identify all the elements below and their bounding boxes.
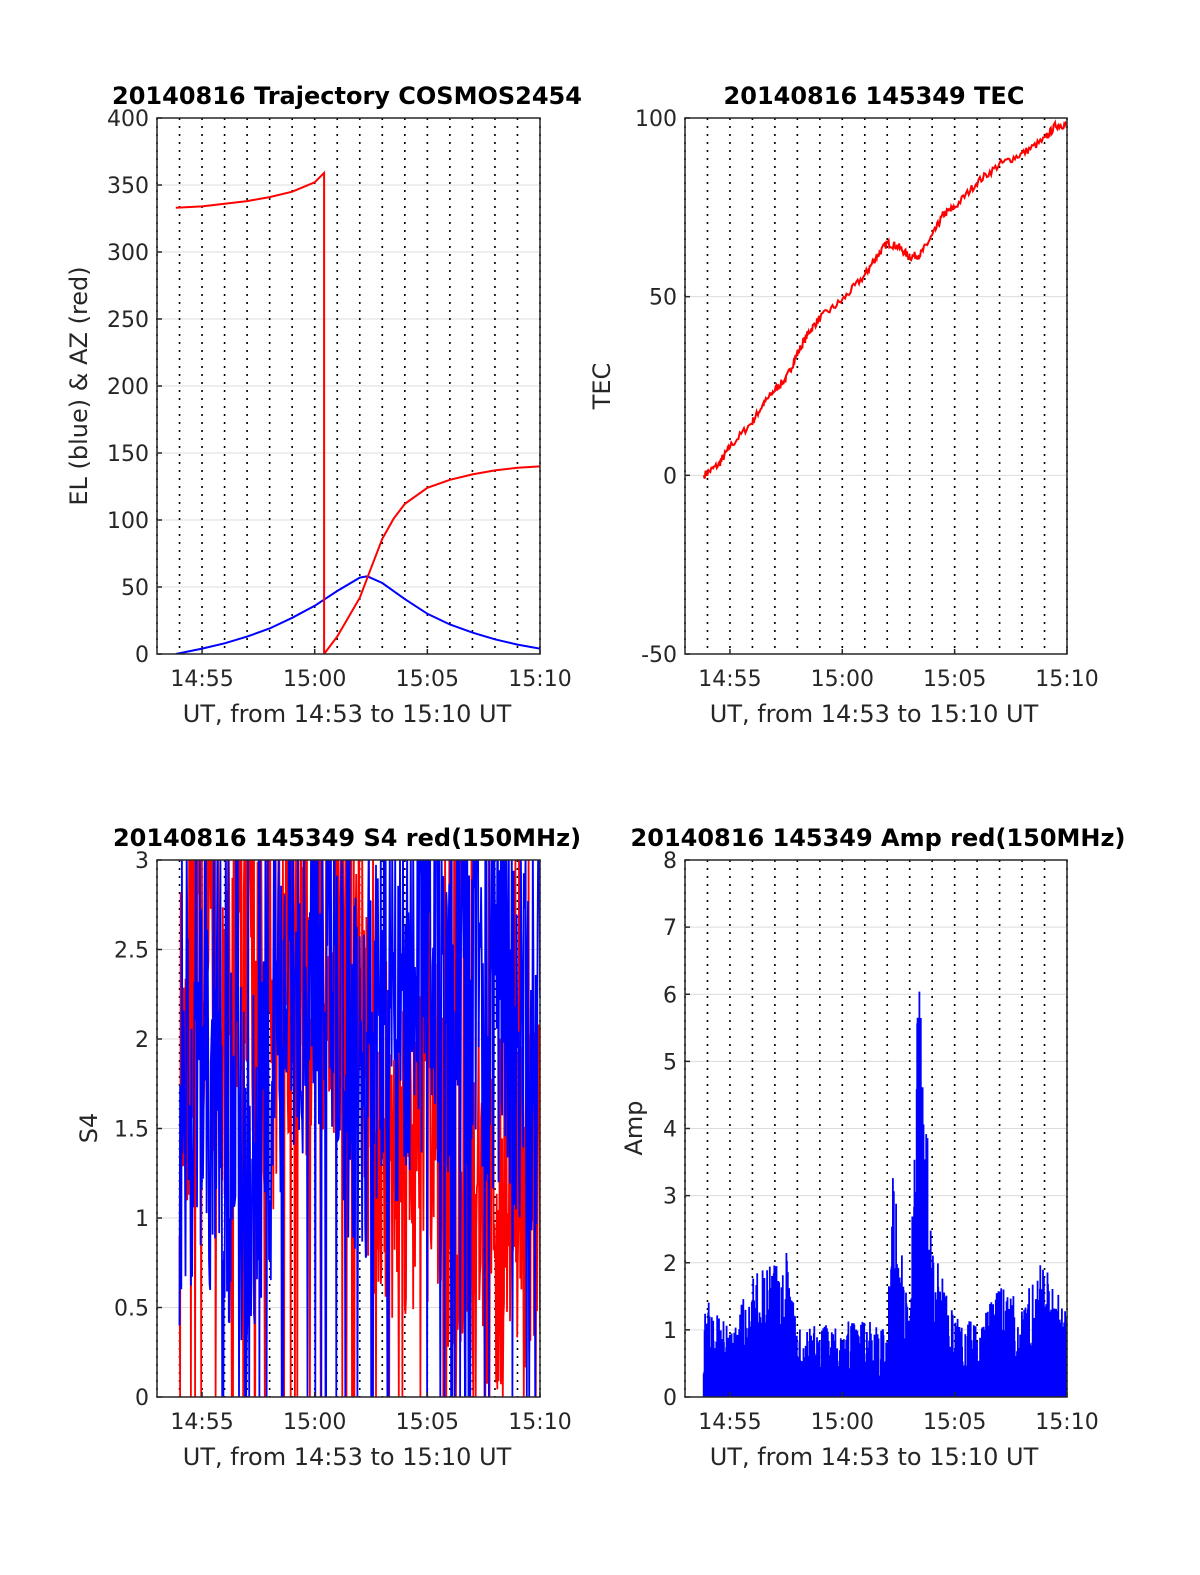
tec-panel: 20140816 145349 TEC UT, from 14:53 to 15… [588,82,1099,728]
x-tick-label: 14:55 [698,1410,761,1435]
series-line [178,860,540,1397]
amp-panel: 20140816 145349 Amp red(150MHz) UT, from… [620,824,1125,1471]
x-axis-label: UT, from 14:53 to 15:10 UT [183,1443,512,1471]
y-tick-label: 3 [135,849,149,874]
y-tick-label: 1 [135,1207,149,1232]
s4-panel: 20140816 145349 S4 red(150MHz) UT, from … [75,824,581,1471]
axes-box [684,117,1068,655]
y-tick-label: 50 [121,576,149,601]
x-tick-label: 15:05 [396,1410,459,1435]
series-line [175,170,540,654]
y-tick-label: 200 [107,375,149,400]
series-line [175,575,540,654]
y-tick-label: 0 [663,1386,677,1411]
y-tick-label: 7 [663,916,677,941]
x-tick-label: 14:55 [170,1410,233,1435]
x-tick-label: 14:55 [698,667,761,692]
y-tick-label: 5 [663,1050,677,1075]
chart-title: 20140816 145349 S4 red(150MHz) [113,824,581,852]
y-tick-label: 300 [107,241,149,266]
y-tick-label: 0 [135,1386,149,1411]
y-tick-label: 100 [107,509,149,534]
y-tick-label: 250 [107,308,149,333]
plot-area [178,860,540,1397]
chart-title: 20140816 145349 Amp red(150MHz) [631,824,1126,852]
x-tick-label: 15:05 [923,1410,986,1435]
x-tick-label: 14:55 [170,667,233,692]
series-line [702,119,1067,479]
y-tick-label: -50 [641,643,677,668]
y-axis-label: TEC [588,363,616,411]
x-axis-label: UT, from 14:53 to 15:10 UT [183,700,512,728]
x-tick-label: 15:00 [811,667,874,692]
y-tick-label: 100 [635,107,677,132]
x-axis-label: UT, from 14:53 to 15:10 UT [710,1443,1039,1471]
x-tick-label: 15:05 [923,667,986,692]
y-tick-label: 150 [107,442,149,467]
y-tick-label: 2 [135,1028,149,1053]
x-tick-label: 15:10 [508,667,571,692]
chart-title: 20140816 145349 TEC [724,82,1025,110]
trajectory-panel: 20140816 Trajectory COSMOS2454 UT, from … [65,82,582,728]
x-tick-label: 15:10 [1035,1410,1098,1435]
y-tick-label: 1 [663,1319,677,1344]
y-tick-label: 350 [107,174,149,199]
x-tick-label: 15:00 [283,1410,346,1435]
y-tick-label: 1.5 [114,1118,149,1143]
x-tick-label: 15:10 [1035,667,1098,692]
y-tick-label: 0.5 [114,1297,149,1322]
y-tick-label: 2.5 [114,939,149,964]
x-tick-label: 15:00 [811,1410,874,1435]
x-axis-label: UT, from 14:53 to 15:10 UT [710,700,1039,728]
plot-area [175,170,540,654]
y-tick-label: 3 [663,1185,677,1210]
x-tick-label: 15:05 [396,667,459,692]
plot-area [702,119,1067,479]
y-tick-label: 0 [663,464,677,489]
y-tick-label: 50 [649,286,677,311]
y-tick-label: 400 [107,107,149,132]
y-axis-label: S4 [75,1113,103,1144]
y-axis-label: EL (blue) & AZ (red) [65,266,93,505]
x-tick-label: 15:10 [508,1410,571,1435]
series-line [702,991,1067,1397]
y-tick-label: 4 [663,1118,677,1143]
y-tick-label: 6 [663,983,677,1008]
x-tick-label: 15:00 [283,667,346,692]
y-tick-label: 8 [663,849,677,874]
y-tick-label: 2 [663,1252,677,1277]
plot-area [702,991,1067,1397]
y-axis-label: Amp [620,1100,648,1155]
chart-title: 20140816 Trajectory COSMOS2454 [112,82,582,110]
y-tick-label: 0 [135,643,149,668]
